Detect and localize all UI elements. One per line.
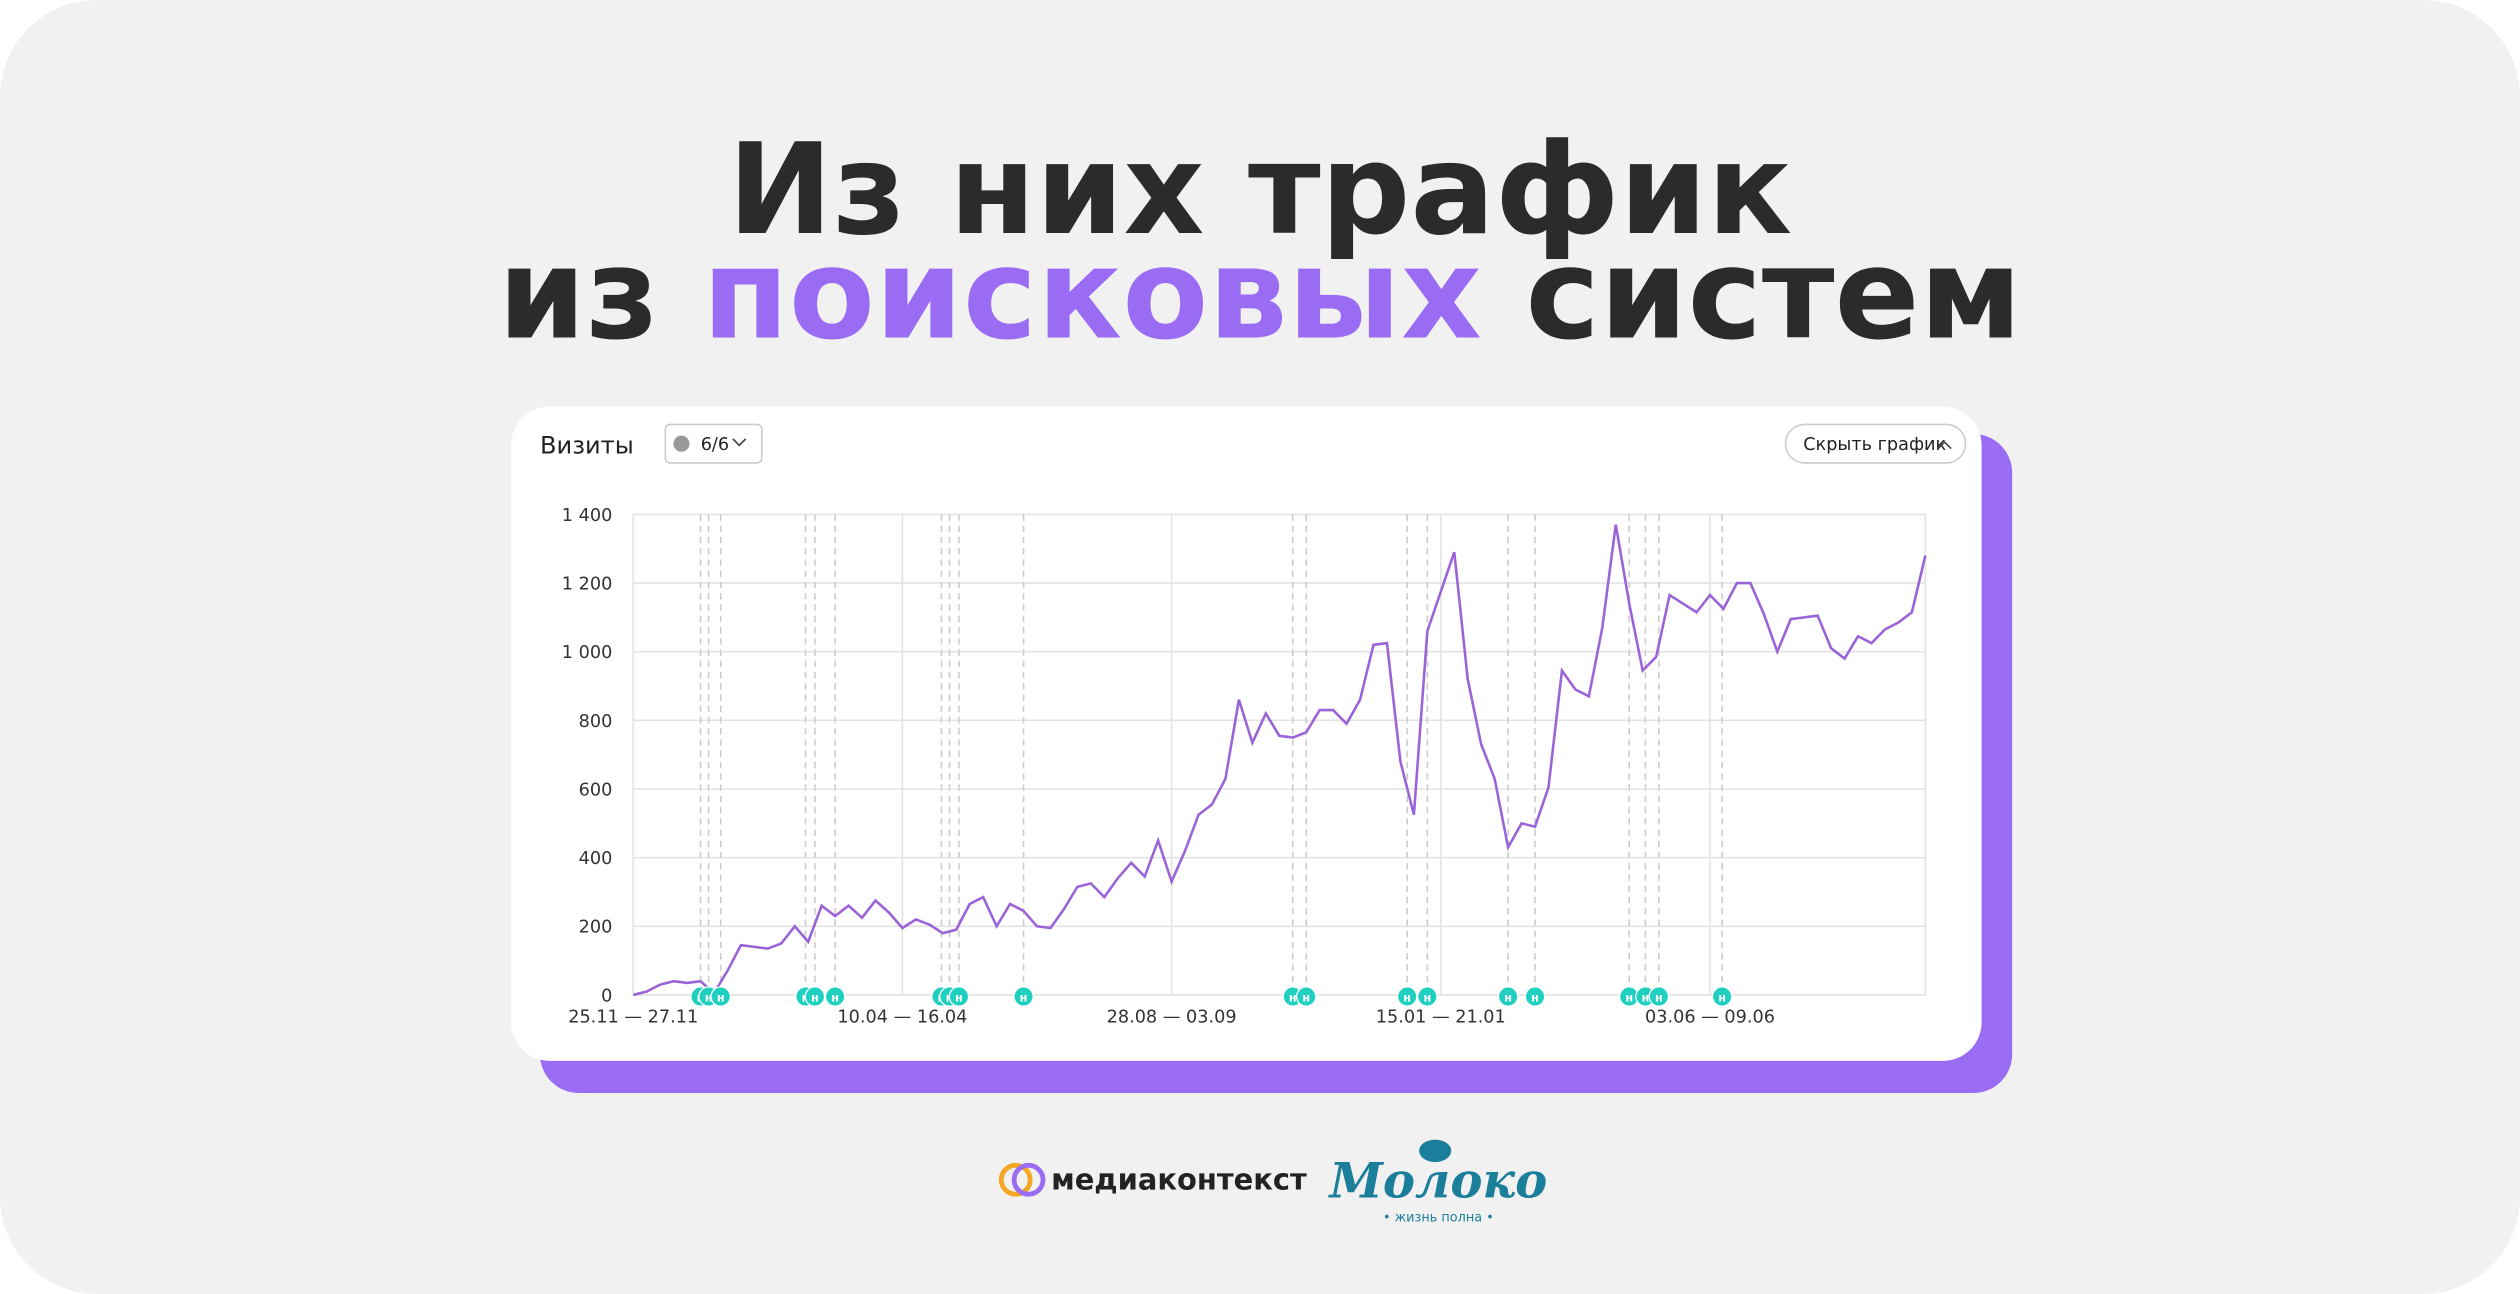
cow-icon xyxy=(1419,1139,1452,1163)
y-tick-label: 1 200 xyxy=(562,574,613,594)
y-tick-label: 400 xyxy=(579,849,613,869)
chart-title: Визиты xyxy=(540,431,634,459)
logo-ring xyxy=(998,1162,1033,1197)
annotation-label: н xyxy=(831,991,839,1004)
annotation-label: н xyxy=(1655,991,1663,1004)
annotation-marker xyxy=(1711,986,1733,1007)
annotation-label: н xyxy=(1302,991,1310,1004)
series-line xyxy=(632,524,1927,997)
filter-icon xyxy=(673,435,690,452)
annotation-label: н xyxy=(1531,991,1539,1004)
annotation-marker xyxy=(1524,986,1546,1007)
x-tick-label: 03.06 — 09.06 xyxy=(1645,1007,1775,1027)
title-part: систем xyxy=(1525,222,2022,368)
dropdown-arrow xyxy=(732,438,747,447)
brand2: Молоко xyxy=(1328,1153,1548,1209)
annotation-marker xyxy=(948,986,970,1007)
annotation-label: н xyxy=(955,991,963,1004)
annotation-label: н xyxy=(1403,991,1411,1004)
button-arrow xyxy=(1937,440,1952,450)
annotation-marker xyxy=(710,986,731,1007)
hide-chart-button[interactable] xyxy=(1784,423,1967,464)
title-line1: Из них трафик xyxy=(728,117,1793,263)
filter-dropdown[interactable] xyxy=(664,423,763,464)
annotation-marker xyxy=(1648,986,1670,1007)
annotation-label: н xyxy=(1718,991,1726,1004)
x-tick-label: 15.01 — 21.01 xyxy=(1376,1007,1506,1027)
annotation-label: н xyxy=(705,991,713,1004)
card xyxy=(511,406,1982,1061)
x-tick-label: 28.08 — 03.09 xyxy=(1107,1007,1237,1027)
logo-ring xyxy=(1011,1162,1046,1197)
y-tick-label: 0 xyxy=(601,986,612,1006)
filter-label: 6/6 xyxy=(701,435,729,455)
y-tick-label: 1 000 xyxy=(562,643,613,663)
annotation-marker xyxy=(1417,986,1438,1007)
annotation-marker xyxy=(1396,986,1418,1007)
annotation-label: н xyxy=(1642,991,1650,1004)
annotation-label: н xyxy=(1423,991,1431,1004)
annotation-label: н xyxy=(1504,991,1512,1004)
annotation-marker xyxy=(1295,986,1317,1007)
tagline: • жизнь полна • xyxy=(1383,1211,1494,1226)
annotation-marker xyxy=(804,986,826,1007)
button-label: Скрыть график xyxy=(1803,435,1946,455)
x-tick-label: 25.11 — 27.11 xyxy=(568,1007,698,1027)
title-line2: из поисковых систем xyxy=(498,222,2022,368)
y-tick-label: 600 xyxy=(579,780,613,800)
annotation-label: н xyxy=(1625,991,1633,1004)
y-tick-label: 800 xyxy=(579,712,613,732)
annotation-label: н xyxy=(1289,991,1297,1004)
brand1: медиаконтекст xyxy=(1051,1162,1307,1196)
y-tick-label: 200 xyxy=(579,918,613,938)
annotation-marker xyxy=(1013,986,1034,1007)
x-tick-label: 10.04 — 16.04 xyxy=(837,1007,967,1027)
title-part: из xyxy=(498,222,659,368)
annotation-label: н xyxy=(1020,991,1028,1004)
annotation-label: н xyxy=(717,991,725,1004)
y-tick-label: 1 400 xyxy=(562,506,613,526)
plot: 0 200 400 600 800 1 000 1 200 1 400 25.11 — 27.1… xyxy=(562,506,1927,1027)
annotation-marker xyxy=(1497,986,1519,1007)
title-highlight: поисковых xyxy=(702,222,1482,368)
annotation-marker xyxy=(824,986,846,1007)
annotation-label: н xyxy=(811,991,819,1004)
